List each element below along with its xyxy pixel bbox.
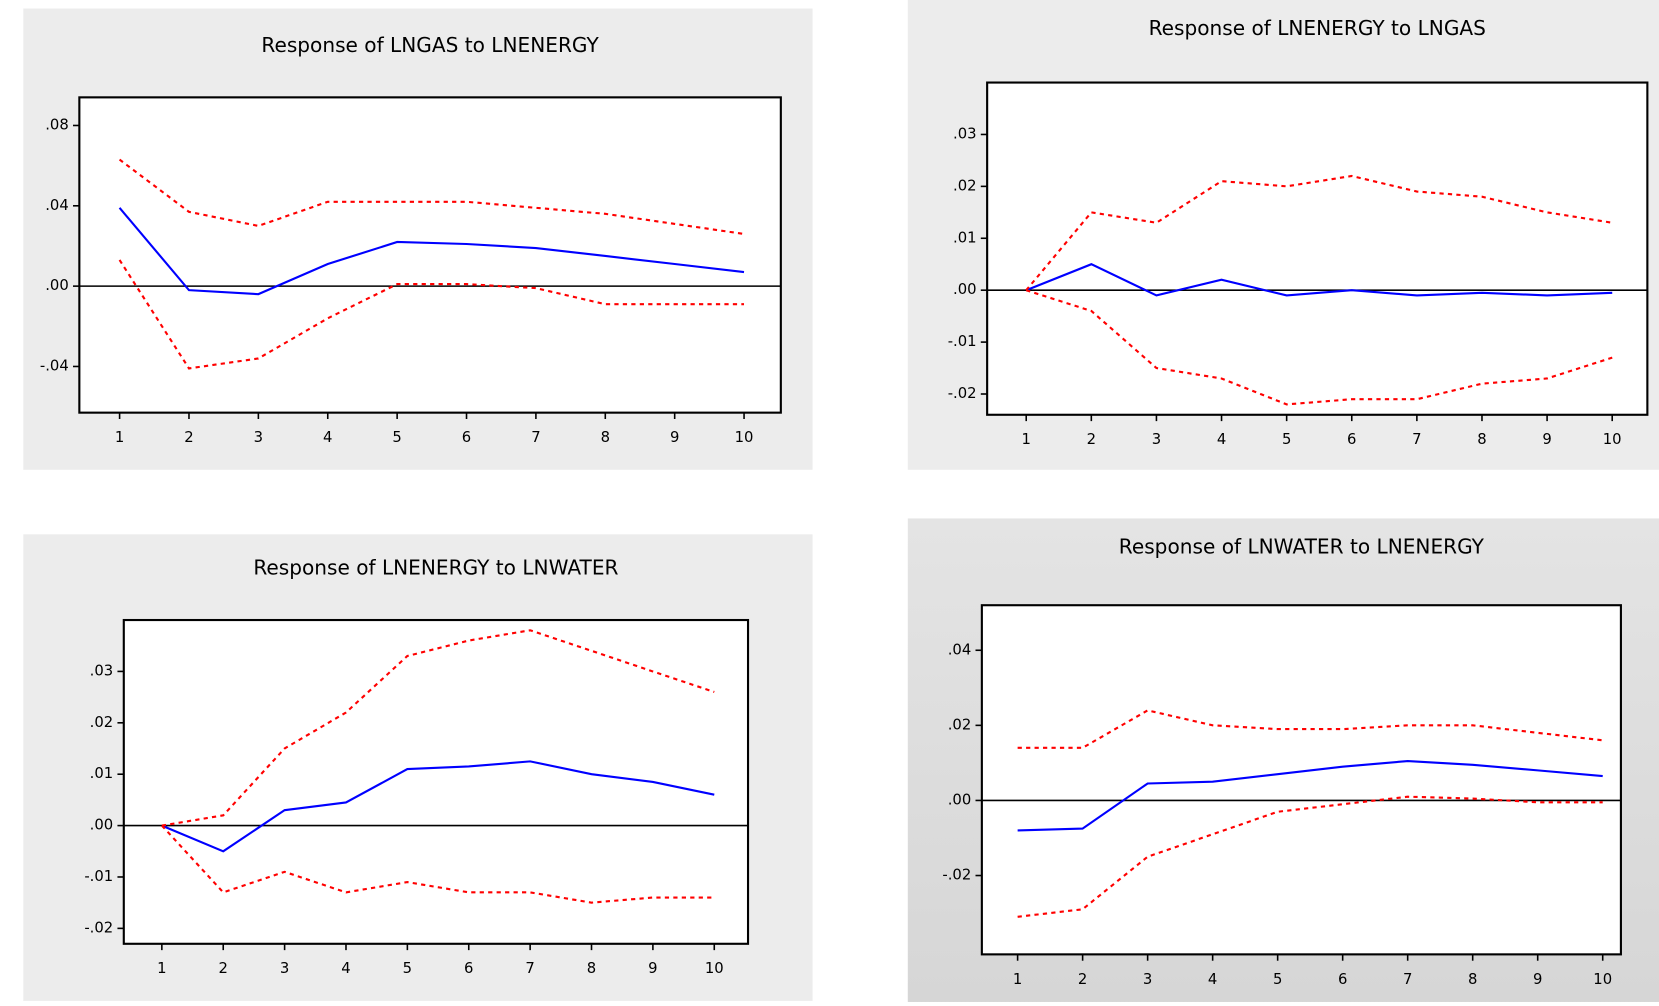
x-tick-label: 8 [1477, 431, 1486, 448]
chart: Response of LNGAS to LNENERGY -.04 .00 .04.… [23, 8, 813, 470]
chart-title: Response of LNENERGY to LNGAS [1149, 16, 1486, 40]
x-tick-label: 3 [1152, 431, 1161, 448]
y-tick-label: .02 [953, 177, 977, 194]
x-tick-label: 1 [157, 960, 166, 977]
x-tick-label: 1 [115, 429, 124, 446]
response-line [1025, 289, 1613, 406]
x-tick-label: 8 [1468, 971, 1477, 988]
y-tick-label: .03 [90, 662, 114, 679]
chart: Response of LNENERGY to LNWATER -.02 -.01.… [23, 534, 813, 1001]
response-line [118, 207, 745, 296]
x-tick-label: 2 [1087, 431, 1096, 448]
y-tick-label: -.04 [40, 357, 69, 374]
x-tick-label: 6 [464, 960, 473, 977]
x-tick-label: 1 [1013, 971, 1022, 988]
x-tick-label: 3 [280, 960, 289, 977]
y-tick-label: -.02 [948, 385, 977, 402]
y-tick-label: .00 [948, 791, 972, 808]
chart: Response of LNWATER to LNENERGY -.02 .00 .0… [907, 518, 1659, 1002]
response-line [1017, 709, 1603, 749]
x-tick-label: 5 [403, 960, 412, 977]
response-line [161, 629, 715, 827]
x-tick-label: 9 [1542, 431, 1551, 448]
response-line [1025, 263, 1613, 297]
x-tick-label: 3 [1143, 971, 1152, 988]
y-tick-label: .01 [90, 765, 114, 782]
response-line [118, 158, 745, 235]
chart-title: Response of LNGAS to LNENERGY [261, 33, 599, 57]
x-tick-label: 10 [705, 960, 724, 977]
x-tick-label: 6 [1347, 431, 1356, 448]
y-tick-label: -.02 [84, 919, 113, 936]
x-tick-label: 1 [1022, 431, 1031, 448]
response-line [1017, 760, 1603, 832]
chart: Response of LNENERGY to LNGAS -.02 -.01 .00… [907, 0, 1659, 470]
x-tick-label: 5 [1273, 971, 1282, 988]
x-tick-label: 9 [1533, 971, 1542, 988]
x-tick-label: 9 [648, 960, 657, 977]
x-tick-label: 2 [1078, 971, 1087, 988]
x-tick-label: 7 [531, 429, 540, 446]
x-tick-label: 10 [1603, 431, 1622, 448]
plot-area [78, 96, 782, 414]
response-line [161, 760, 715, 853]
y-tick-label: .02 [90, 714, 114, 731]
x-tick-label: 6 [1338, 971, 1347, 988]
x-tick-label: 5 [392, 429, 401, 446]
x-tick-label: 8 [587, 960, 596, 977]
x-tick-label: 2 [184, 429, 193, 446]
x-tick-label: 5 [1282, 431, 1291, 448]
y-tick-label: .00 [45, 277, 69, 294]
response-line [118, 259, 745, 370]
x-tick-label: 7 [1403, 971, 1412, 988]
x-tick-label: 8 [601, 429, 610, 446]
y-tick-label: .03 [953, 125, 977, 142]
x-tick-label: 4 [1217, 431, 1226, 448]
x-tick-label: 10 [735, 429, 754, 446]
x-tick-label: 3 [254, 429, 263, 446]
x-tick-label: 6 [462, 429, 471, 446]
y-tick-label: .01 [953, 229, 977, 246]
y-tick-label: -.01 [948, 333, 977, 350]
x-tick-label: 10 [1593, 971, 1612, 988]
plot-area [980, 604, 1622, 956]
response-line [161, 824, 715, 904]
plot-area [986, 81, 1649, 416]
y-tick-label: -.01 [84, 868, 113, 885]
x-tick-label: 9 [670, 429, 679, 446]
y-tick-label: .04 [45, 197, 69, 214]
y-tick-label: .00 [90, 817, 114, 834]
x-tick-label: 4 [1208, 971, 1217, 988]
x-tick-label: 4 [341, 960, 350, 977]
x-tick-label: 7 [525, 960, 534, 977]
chart-title: Response of LNWATER to LNENERGY [1119, 535, 1485, 559]
x-tick-label: 7 [1412, 431, 1421, 448]
y-tick-label: .02 [948, 716, 972, 733]
y-tick-label: .04 [948, 641, 972, 658]
x-tick-label: 4 [323, 429, 332, 446]
y-tick-label: .00 [953, 281, 977, 298]
y-tick-label: -.02 [942, 867, 971, 884]
y-tick-label: .08 [45, 116, 69, 133]
chart-title: Response of LNENERGY to LNWATER [253, 556, 618, 580]
x-tick-label: 2 [219, 960, 228, 977]
